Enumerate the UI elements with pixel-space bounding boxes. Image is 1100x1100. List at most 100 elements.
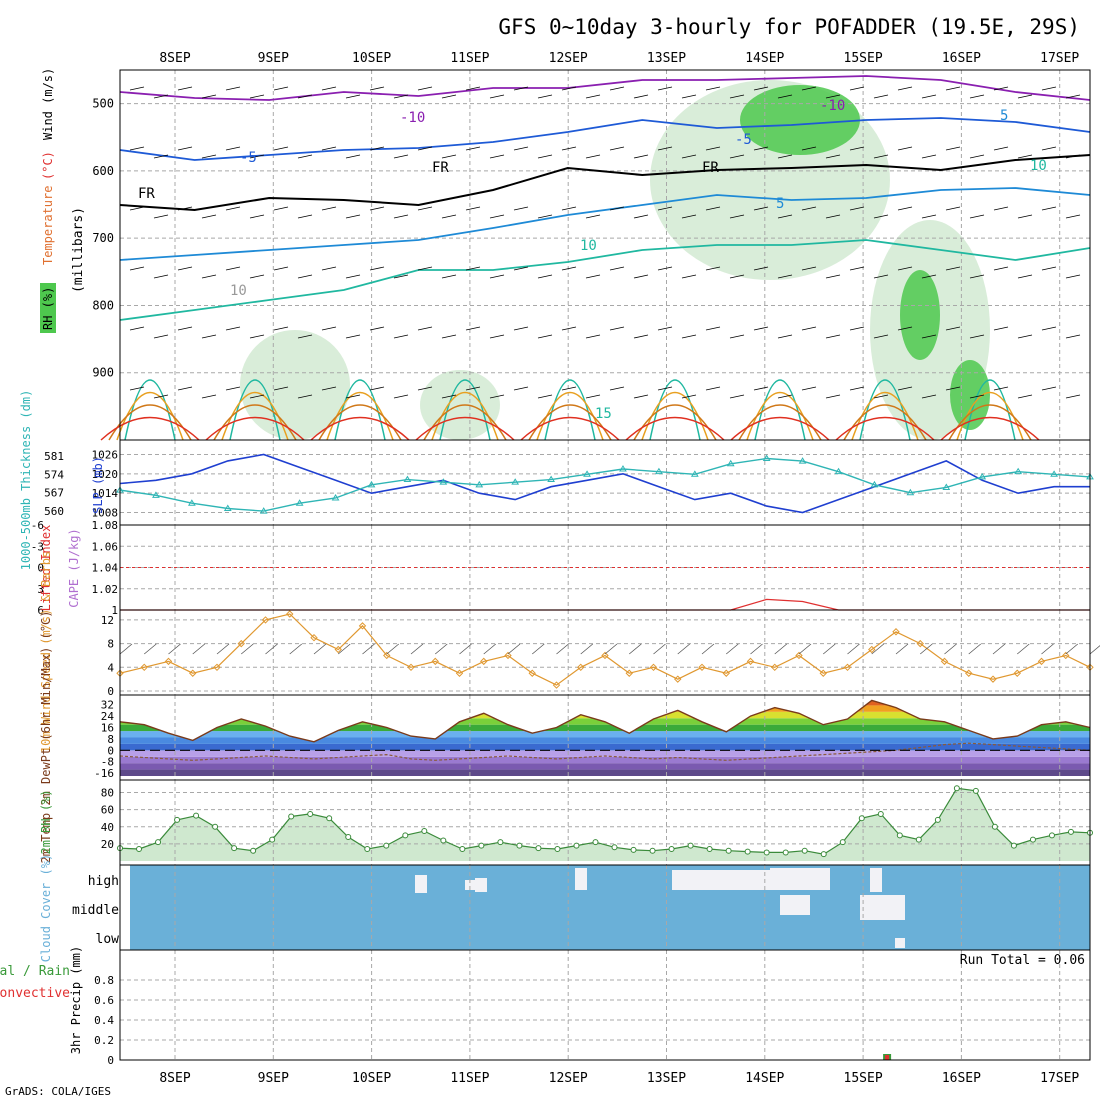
wind-barb	[153, 334, 169, 339]
wind-barb	[129, 146, 145, 151]
wind-barb	[417, 206, 433, 211]
wind-barb	[489, 334, 505, 339]
wind-barb	[441, 334, 457, 339]
wind-barb-10m	[168, 643, 181, 655]
thickness-tick: 574	[44, 468, 64, 481]
wind-barb	[249, 274, 265, 279]
thickness-marker	[978, 472, 987, 480]
wind-barb	[561, 386, 577, 391]
wind-barb	[273, 146, 289, 151]
temp-tick: -8	[101, 756, 114, 769]
wind-barb	[897, 146, 913, 151]
rh-shade	[240, 330, 350, 440]
wind-barb	[393, 214, 409, 219]
warm-contour	[520, 416, 620, 441]
rh-marker	[706, 846, 713, 853]
wind-barb	[273, 326, 289, 331]
rh-marker	[782, 849, 789, 856]
wind-barb	[129, 266, 145, 271]
precip-run-total: Run Total = 0.06	[960, 953, 1085, 968]
rh-marker	[478, 842, 485, 849]
date-label-top: 11SEP	[450, 51, 489, 66]
cape-tick: 1.02	[92, 583, 119, 596]
wind-barb	[777, 334, 793, 339]
cloud-tick: low	[96, 932, 120, 947]
grid-layer	[120, 70, 1090, 1061]
wind-barb	[897, 206, 913, 211]
cloud-background	[130, 865, 1090, 950]
rh-marker	[174, 816, 181, 823]
temp-band	[120, 769, 1090, 776]
wind-barb	[921, 274, 937, 279]
contour-label: -10	[400, 110, 425, 126]
wind-barb	[537, 94, 553, 99]
wind-tick: 0	[107, 685, 114, 698]
rh-marker	[1010, 842, 1017, 849]
rh-marker	[554, 846, 561, 853]
lifted-tick: 3	[37, 583, 44, 596]
wind-barb	[297, 94, 313, 99]
wind-barb	[969, 214, 985, 219]
wind-barb	[369, 386, 385, 391]
date-label-bottom: 12SEP	[549, 1071, 588, 1086]
wind-speed-marker	[286, 610, 294, 618]
wind-barb	[681, 394, 697, 399]
wind-barb	[897, 266, 913, 271]
wind-barb	[1041, 206, 1057, 211]
wind-barb	[465, 386, 481, 391]
wind-barb	[297, 154, 313, 159]
rh-marker	[212, 823, 219, 830]
wind-barb	[537, 394, 553, 399]
cloud-axis-label: Cloud Cover (%)	[39, 854, 53, 962]
precip-tick: 0.8	[94, 974, 114, 987]
cloud-cell	[870, 868, 882, 892]
wind-barb	[609, 206, 625, 211]
thickness-marker	[726, 459, 735, 467]
warm-contour	[754, 379, 806, 441]
slp-tick: 1020	[92, 468, 119, 481]
wind-barb	[921, 394, 937, 399]
rh-high-shade	[740, 85, 860, 155]
wind-speed-marker	[674, 675, 682, 683]
wind-barb	[633, 274, 649, 279]
date-label-top: 10SEP	[352, 51, 391, 66]
wind-barb-10m	[410, 643, 424, 655]
wind-barb	[273, 266, 289, 271]
rh-marker	[573, 842, 580, 849]
warm-contour	[124, 379, 176, 441]
pressure-tick: 800	[92, 298, 114, 312]
warm-contour	[229, 379, 281, 441]
wind-barb-10m	[653, 643, 666, 655]
wind-barb	[345, 154, 361, 159]
rh-high-shade	[900, 270, 940, 360]
wind-barb	[921, 94, 937, 99]
wind-barb	[153, 94, 169, 99]
wind-barb	[321, 266, 337, 271]
thickness-marker	[187, 499, 196, 506]
panel-frame-precip	[119, 949, 1091, 1061]
wind-barb	[273, 86, 289, 91]
wind-barb	[801, 206, 817, 211]
wind-barb	[897, 386, 913, 391]
precip-conv-bar	[885, 1055, 890, 1060]
wind-barb	[993, 206, 1009, 211]
wind-barb	[177, 266, 193, 271]
wind-barb	[441, 274, 457, 279]
wind-barb	[585, 394, 601, 399]
wind-barb	[1041, 326, 1057, 331]
temp-tick: 0	[107, 744, 114, 757]
thickness-marker	[583, 470, 591, 477]
warm-contour	[625, 416, 725, 441]
wind-barb-10m	[1065, 643, 1079, 655]
wind-barb	[777, 154, 793, 159]
thickness-marker	[942, 483, 951, 490]
wind-barb-10m	[337, 643, 351, 655]
wind-barb	[225, 86, 241, 91]
wind-barb	[1065, 154, 1081, 159]
warm-contour	[334, 379, 386, 441]
rh-marker	[649, 847, 656, 854]
wind-barb	[1065, 394, 1081, 399]
contour-label: FR	[432, 160, 449, 176]
axes-layer	[119, 69, 1091, 1061]
temp-band	[120, 750, 1090, 757]
